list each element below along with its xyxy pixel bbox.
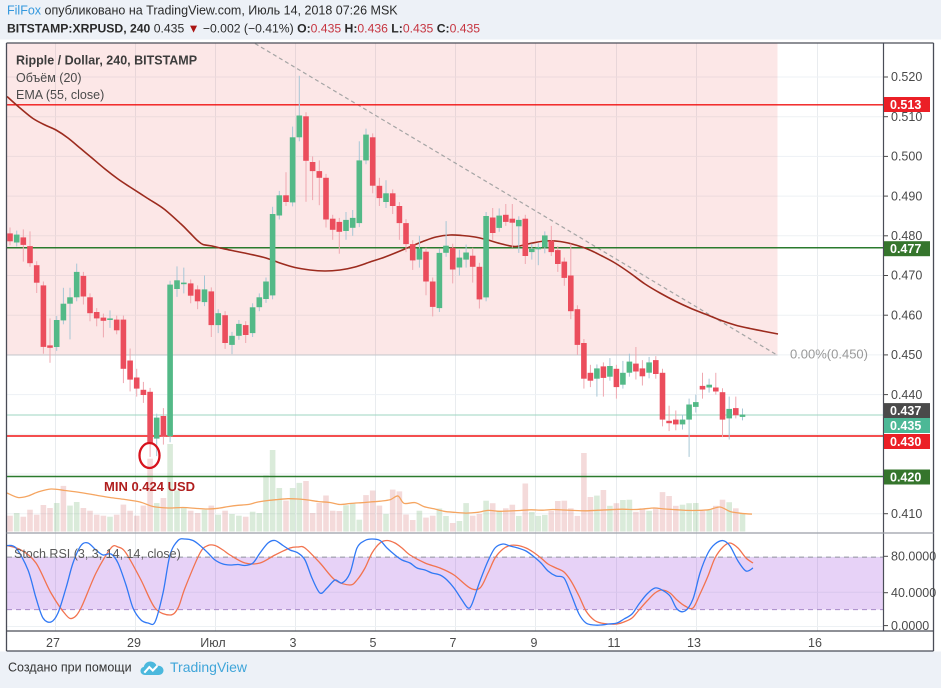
svg-text:0.520: 0.520	[891, 70, 922, 84]
svg-text:0.0000: 0.0000	[891, 619, 929, 633]
svg-text:13: 13	[687, 636, 701, 650]
svg-text:BITSTAMP:XRPUSD, 240 0.435 ▼: BITSTAMP:XRPUSD, 240 0.435 ▼ −0.002 (−0.…	[7, 22, 480, 36]
svg-text:0.480: 0.480	[891, 229, 922, 243]
svg-text:Stoch RSI (3, 3, 14, 14, close: Stoch RSI (3, 3, 14, 14, close)	[14, 547, 181, 561]
svg-text:0.490: 0.490	[891, 189, 922, 203]
svg-text:40.0000: 40.0000	[891, 586, 936, 600]
svg-text:0.477: 0.477	[890, 242, 921, 256]
svg-text:0.470: 0.470	[891, 269, 922, 283]
svg-text:11: 11	[608, 636, 621, 650]
svg-text:0.513: 0.513	[890, 98, 921, 112]
svg-text:0.00%(0.450): 0.00%(0.450)	[790, 347, 868, 362]
svg-text:FilFox опубликовано на Trading: FilFox опубликовано на TradingView.com, …	[7, 4, 398, 18]
svg-text:0.460: 0.460	[891, 308, 922, 322]
svg-text:EMA (55, close): EMA (55, close)	[16, 88, 104, 102]
svg-text:16: 16	[808, 636, 822, 650]
svg-text:0.450: 0.450	[891, 348, 922, 362]
svg-text:Объём (20): Объём (20)	[16, 71, 82, 85]
svg-text:Создано при помощи: Создано при помощи	[8, 661, 132, 675]
svg-text:0.420: 0.420	[890, 470, 921, 484]
svg-text:Июл: Июл	[200, 636, 225, 650]
svg-text:0.437: 0.437	[890, 404, 921, 418]
svg-text:0.500: 0.500	[891, 150, 922, 164]
svg-text:MIN 0.424 USD: MIN 0.424 USD	[104, 479, 195, 494]
svg-text:0.510: 0.510	[891, 110, 922, 124]
svg-text:5: 5	[370, 636, 377, 650]
svg-text:Ripple / Dollar, 240, BITSTAMP: Ripple / Dollar, 240, BITSTAMP	[16, 54, 197, 68]
svg-text:0.435: 0.435	[890, 419, 921, 433]
svg-text:TradingView: TradingView	[170, 659, 248, 675]
svg-text:0.410: 0.410	[891, 507, 922, 521]
svg-text:3: 3	[290, 636, 297, 650]
svg-text:9: 9	[531, 636, 538, 650]
svg-text:0.430: 0.430	[890, 435, 921, 449]
svg-text:27: 27	[46, 636, 60, 650]
svg-text:80.0000: 80.0000	[891, 550, 936, 564]
svg-text:7: 7	[450, 636, 457, 650]
svg-text:0.440: 0.440	[891, 388, 922, 402]
svg-text:29: 29	[127, 636, 141, 650]
